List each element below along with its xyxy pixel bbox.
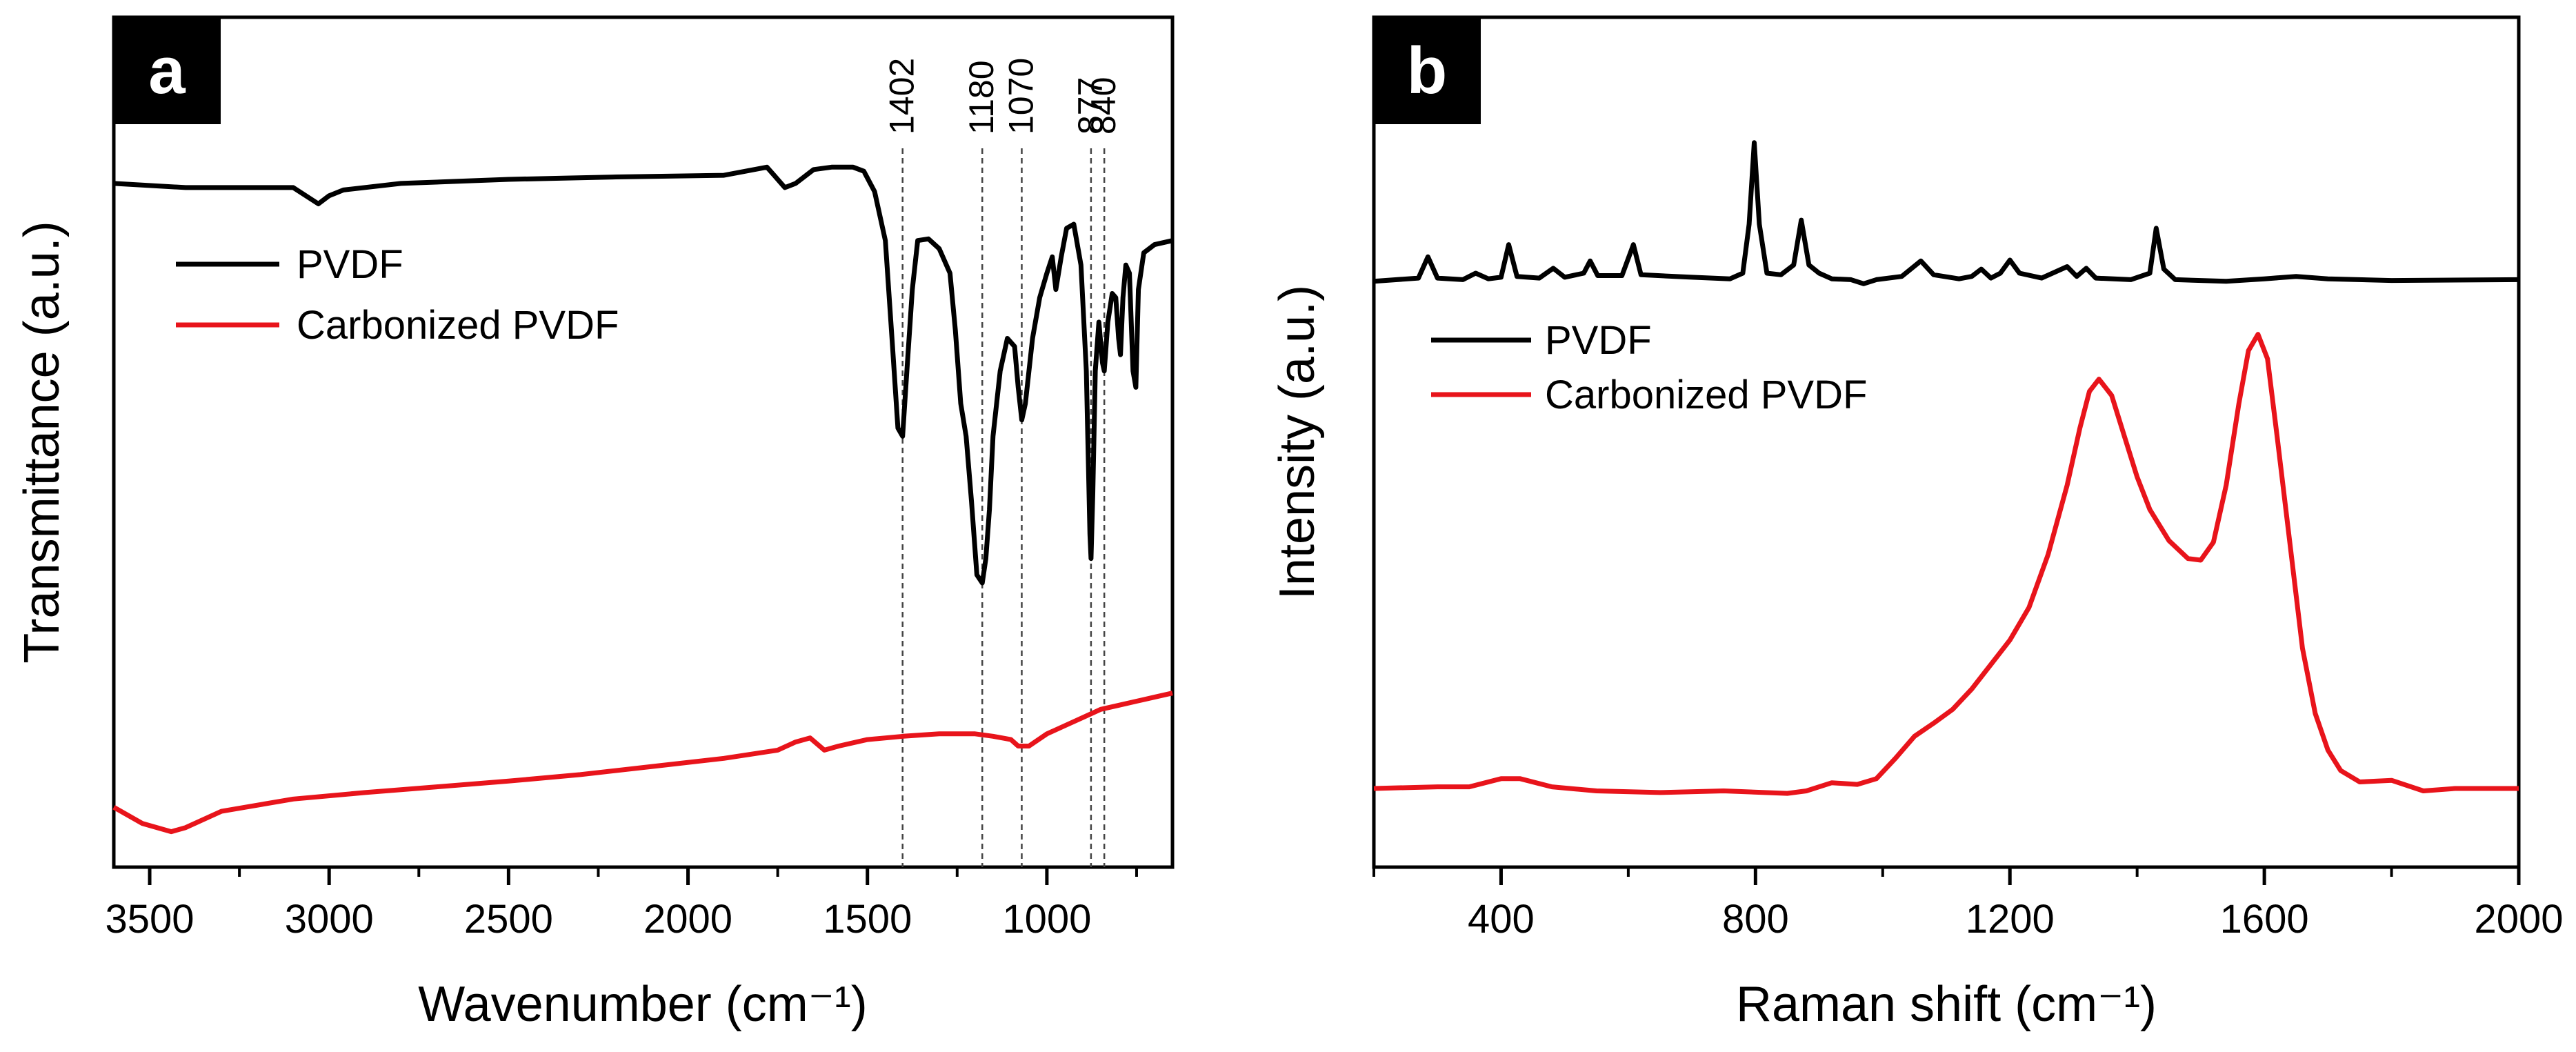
panel-b-letter: b — [1407, 34, 1448, 108]
x-tick-label: 3000 — [285, 897, 374, 942]
x-axis-title: Raman shift (cm⁻¹) — [1736, 977, 2157, 1032]
x-tick-label: 1600 — [2220, 897, 2309, 942]
x-tick-label: 2000 — [2474, 897, 2563, 942]
series-group — [112, 164, 1173, 835]
peak-label: 1070 — [1001, 58, 1040, 135]
x-axis-ticks: 400 800 1200 1600 2000 — [1372, 867, 2564, 942]
y-axis-title: Transmittance (a.u.) — [14, 221, 70, 664]
series-line-pvdf — [1373, 140, 2519, 286]
panel-a-letter-box — [114, 17, 221, 124]
legend: PVDF Carbonized PVDF — [176, 242, 619, 348]
x-tick-label: 1500 — [823, 897, 912, 942]
panel-a-letter: a — [148, 34, 186, 108]
legend-label-pvdf: PVDF — [1545, 318, 1652, 363]
series-line-carbonized — [112, 691, 1173, 835]
x-tick-label: 400 — [1468, 897, 1535, 942]
series-group — [1373, 140, 2519, 796]
x-tick-label: 1200 — [1966, 897, 2055, 942]
x-axis-ticks: 3500 3000 2500 2000 1500 1000 — [106, 867, 1138, 942]
x-tick-label: 1000 — [1002, 897, 1091, 942]
peak-label: 877 — [1071, 77, 1110, 135]
legend-label-pvdf: PVDF — [297, 242, 403, 287]
legend: PVDF Carbonized PVDF — [1431, 318, 1867, 417]
panel-b-frame — [1372, 15, 2521, 869]
panel-b-letter-box — [1374, 17, 1481, 124]
y-axis-title: Intensity (a.u.) — [1270, 285, 1325, 599]
x-tick-label: 2500 — [464, 897, 553, 942]
series-line-carbonized — [1373, 332, 2519, 796]
x-tick-label: 3500 — [106, 897, 194, 942]
peak-label: 840 — [1084, 77, 1123, 135]
peak-label: 1402 — [883, 58, 921, 135]
x-tick-label: 800 — [1722, 897, 1789, 942]
panel-a-frame — [112, 15, 1175, 869]
legend-label-carbonized: Carbonized PVDF — [1545, 373, 1867, 417]
x-tick-label: 2000 — [643, 897, 732, 942]
peak-label: 1180 — [962, 60, 1001, 135]
legend-label-carbonized: Carbonized PVDF — [297, 303, 619, 348]
x-axis-title: Wavenumber (cm⁻¹) — [418, 977, 867, 1032]
series-line-pvdf — [113, 164, 1173, 586]
panel-b: b 400 800 1200 1600 2000 PVDF Carbonized PVD… — [1270, 15, 2564, 1032]
